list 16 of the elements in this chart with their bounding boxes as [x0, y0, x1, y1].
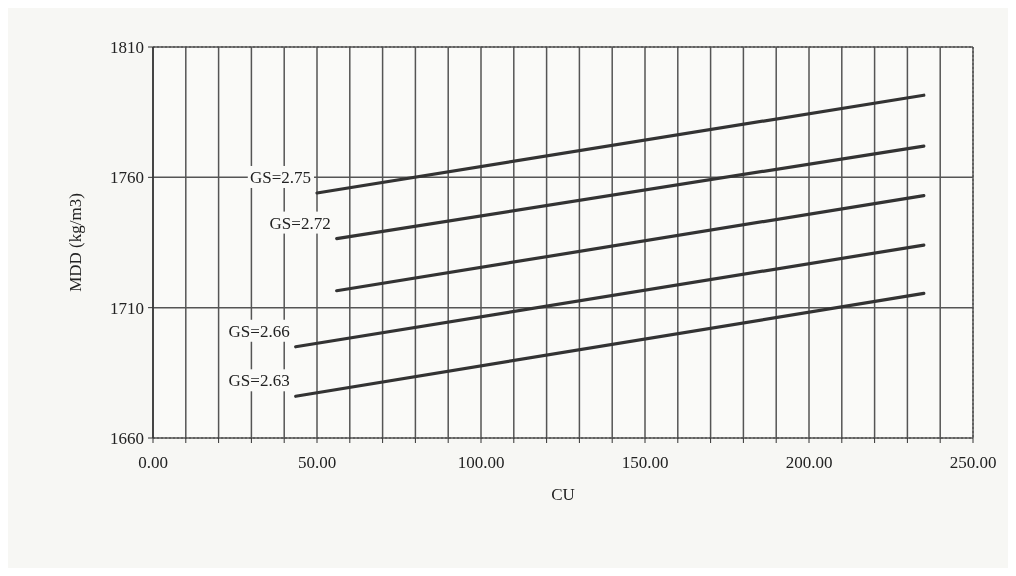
x-tick-label: 100.00 [457, 453, 505, 472]
x-tick-label: 150.00 [621, 453, 669, 472]
x-tick-label: 0.00 [138, 453, 168, 472]
series-label: GS=2.75 [249, 167, 311, 187]
x-tick-label: 250.00 [949, 453, 997, 472]
series-label: GS=2.72 [269, 213, 331, 233]
series-label: GS=2.66 [228, 321, 290, 341]
y-tick-label: 1710 [110, 298, 144, 318]
x-axis-title: CU [551, 485, 575, 504]
x-tick-label: 200.00 [785, 453, 833, 472]
y-tick-label: 1660 [110, 429, 144, 448]
y-tick-label: 1760 [110, 168, 144, 188]
y-axis-title: MDD (kg/m3) [66, 193, 85, 292]
y-tick-label: 1810 [110, 38, 144, 57]
x-tick-label: 50.00 [297, 453, 337, 472]
series-label: GS=2.63 [228, 371, 290, 391]
